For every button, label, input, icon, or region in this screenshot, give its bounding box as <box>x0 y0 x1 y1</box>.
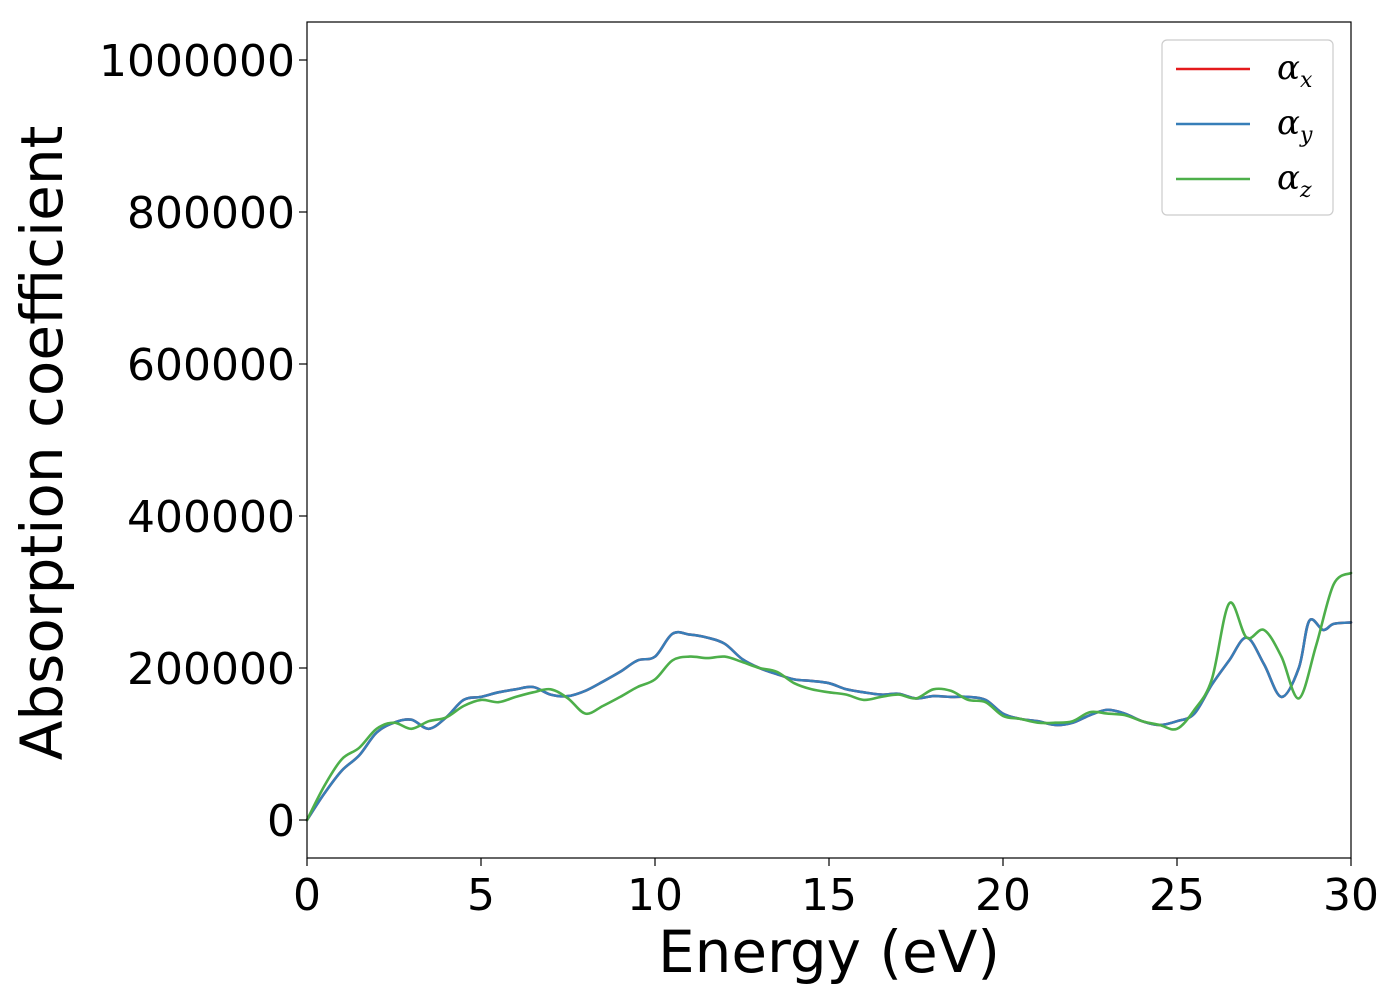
legend-label-main: α <box>1277 48 1300 88</box>
series-line-z <box>305 571 1353 822</box>
legend-label-sub: z <box>1299 178 1312 203</box>
legend-box <box>1161 39 1334 216</box>
legend-label-sub: y <box>1299 123 1313 148</box>
plot-lines <box>305 571 1353 822</box>
legend-label-main: α <box>1277 158 1300 198</box>
legend-label-main: α <box>1277 103 1300 143</box>
x-axis-ticks: 0 5 10 15 20 25 30 <box>293 858 1379 921</box>
y-tick-label: 200000 <box>127 644 295 695</box>
y-tick-label: 400000 <box>127 492 295 543</box>
x-axis-title: Energy (eV) <box>658 918 1000 986</box>
y-tick-label: 1000000 <box>99 36 295 87</box>
x-tick-label: 15 <box>801 870 857 921</box>
x-tick-label: 30 <box>1323 870 1379 921</box>
x-tick-label: 5 <box>467 870 495 921</box>
y-axis-title: Absorption coefficient <box>8 126 76 761</box>
series-line-x <box>305 618 1353 822</box>
x-tick-label: 20 <box>975 870 1031 921</box>
y-tick-label: 800000 <box>127 188 295 239</box>
legend-label-sub: x <box>1300 68 1313 93</box>
legend-label-y: αy <box>1277 103 1313 148</box>
legend-label-z: αz <box>1277 158 1312 203</box>
legend-label-x: αx <box>1277 48 1313 93</box>
x-tick-label: 0 <box>293 870 321 921</box>
series-line-y <box>305 618 1353 822</box>
y-axis-ticks: 0 200000 400000 600000 800000 1000000 <box>99 36 307 847</box>
x-tick-label: 10 <box>627 870 683 921</box>
y-tick-label: 600000 <box>127 340 295 391</box>
x-tick-label: 25 <box>1149 870 1205 921</box>
y-tick-label: 0 <box>267 796 295 847</box>
